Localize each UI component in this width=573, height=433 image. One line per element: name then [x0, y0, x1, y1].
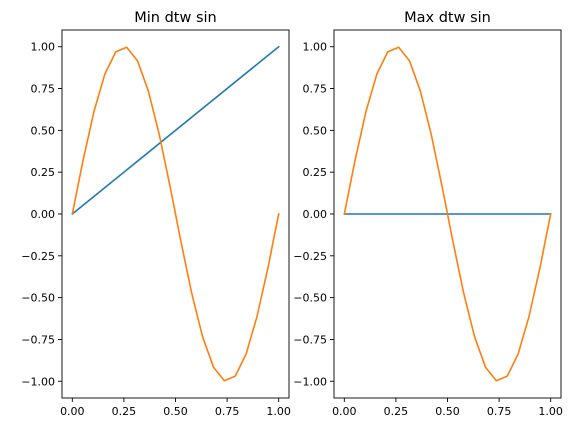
x-tick-label: 0.50: [163, 405, 188, 418]
x-tick-label: 0.00: [332, 405, 357, 418]
subplot-title: Max dtw sin: [404, 10, 491, 26]
y-tick-label: 0.75: [303, 83, 328, 96]
x-tick-label: 0.75: [487, 405, 512, 418]
x-tick-label: 0.00: [60, 405, 85, 418]
y-tick-label: 0.25: [31, 166, 56, 179]
series-line-2: [343, 46, 552, 382]
series-line-2: [71, 46, 280, 382]
x-tick-label: 0.25: [112, 405, 137, 418]
y-tick-label: −0.50: [21, 292, 55, 305]
series-line-1: [71, 45, 280, 216]
y-tick-label: 0.25: [303, 166, 328, 179]
x-tick-label: 1.00: [538, 405, 563, 418]
y-tick-label: −1.00: [21, 375, 55, 388]
y-tick-label: −0.75: [21, 333, 55, 346]
y-tick-label: 0.50: [31, 124, 56, 137]
y-tick-label: −0.25: [21, 250, 55, 263]
y-tick-label: 1.00: [31, 41, 56, 54]
y-tick-label: 0.00: [303, 208, 328, 221]
x-tick-label: 0.25: [384, 405, 409, 418]
subplot-2: 0.00 0.25 0.50 0.75 1.00 1.00 0.75 0.50 0.25 0.00…: [293, 10, 563, 418]
y-tick-label: 0.50: [303, 124, 328, 137]
x-tick-label: 0.75: [215, 405, 240, 418]
y-tick-label: −0.25: [293, 250, 327, 263]
x-tick-label: 1.00: [266, 405, 291, 418]
y-tick-label: 0.75: [31, 83, 56, 96]
subplot-title: Min dtw sin: [134, 10, 216, 26]
subplot-1: 0.00 0.25 0.50 0.75 1.00 1.00 0.75 0.50 0.25 0.00…: [21, 10, 291, 418]
y-tick-label: 0.00: [31, 208, 56, 221]
y-tick-label: −0.75: [293, 333, 327, 346]
x-tick-label: 0.50: [435, 405, 460, 418]
y-tick-label: −1.00: [293, 375, 327, 388]
y-tick-label: −0.50: [293, 292, 327, 305]
y-tick-label: 1.00: [303, 41, 328, 54]
